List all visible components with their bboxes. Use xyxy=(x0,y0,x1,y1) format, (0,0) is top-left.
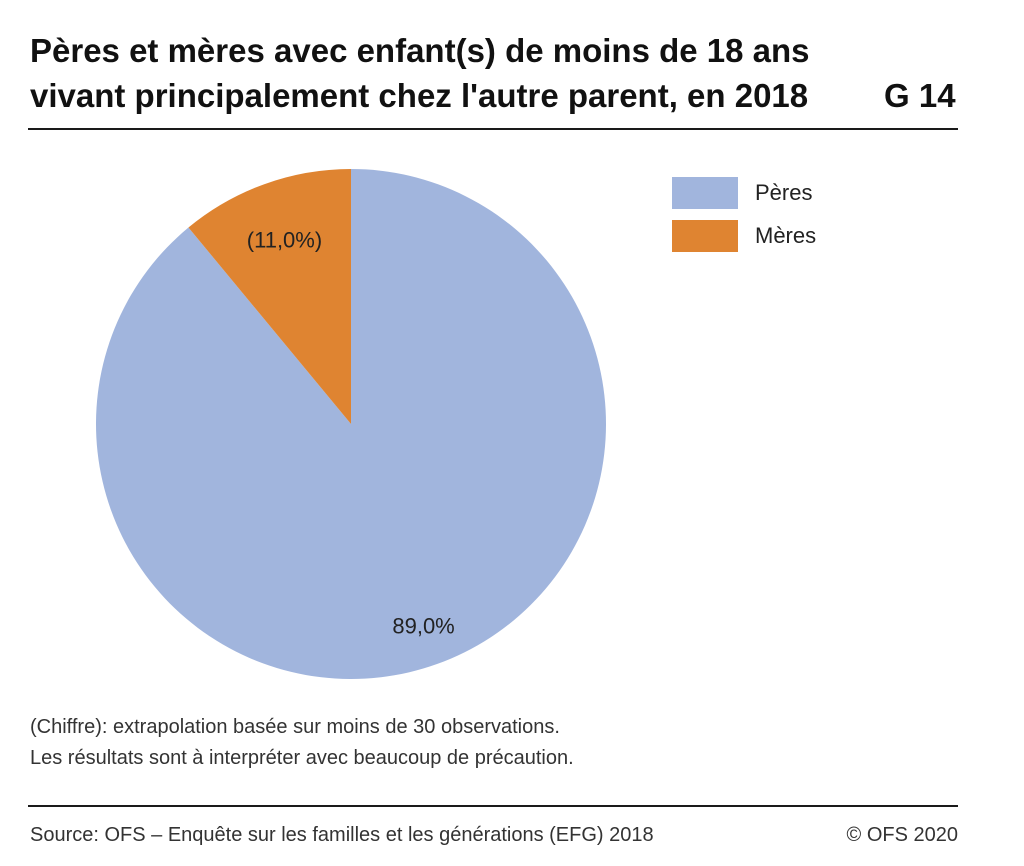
chart-title: Pères et mères avec enfant(s) de moins d… xyxy=(30,28,850,118)
legend: Pères Mères xyxy=(672,177,816,263)
legend-item-peres: Pères xyxy=(672,177,816,209)
legend-swatch-peres xyxy=(672,177,738,209)
note-line-1: (Chiffre): extrapolation basée sur moins… xyxy=(30,716,560,738)
chart-title-line-2: vivant principalement chez l'autre paren… xyxy=(30,77,809,114)
slice-label-meres: (11,0%) xyxy=(247,227,322,252)
note-line-2: Les résultats sont à interpréter avec be… xyxy=(30,747,574,769)
legend-label-meres: Mères xyxy=(755,223,817,248)
legend-label-peres: Pères xyxy=(755,180,813,205)
header-divider xyxy=(28,128,958,130)
chart-title-line-1: Pères et mères avec enfant(s) de moins d… xyxy=(30,32,810,69)
slice-label-peres: 89,0% xyxy=(392,614,454,639)
footer-divider xyxy=(28,805,958,807)
chart-note: (Chiffre): extrapolation basée sur moins… xyxy=(30,712,574,774)
copyright-text: © OFS 2020 xyxy=(846,824,958,846)
chart-number: G 14 xyxy=(884,77,956,114)
legend-item-meres: Mères xyxy=(672,220,816,252)
pie-slice-peres xyxy=(95,169,607,680)
legend-swatch-meres xyxy=(672,220,738,252)
source-text: Source: OFS – Enquête sur les familles e… xyxy=(30,824,654,846)
pie-slice-meres xyxy=(188,169,351,424)
